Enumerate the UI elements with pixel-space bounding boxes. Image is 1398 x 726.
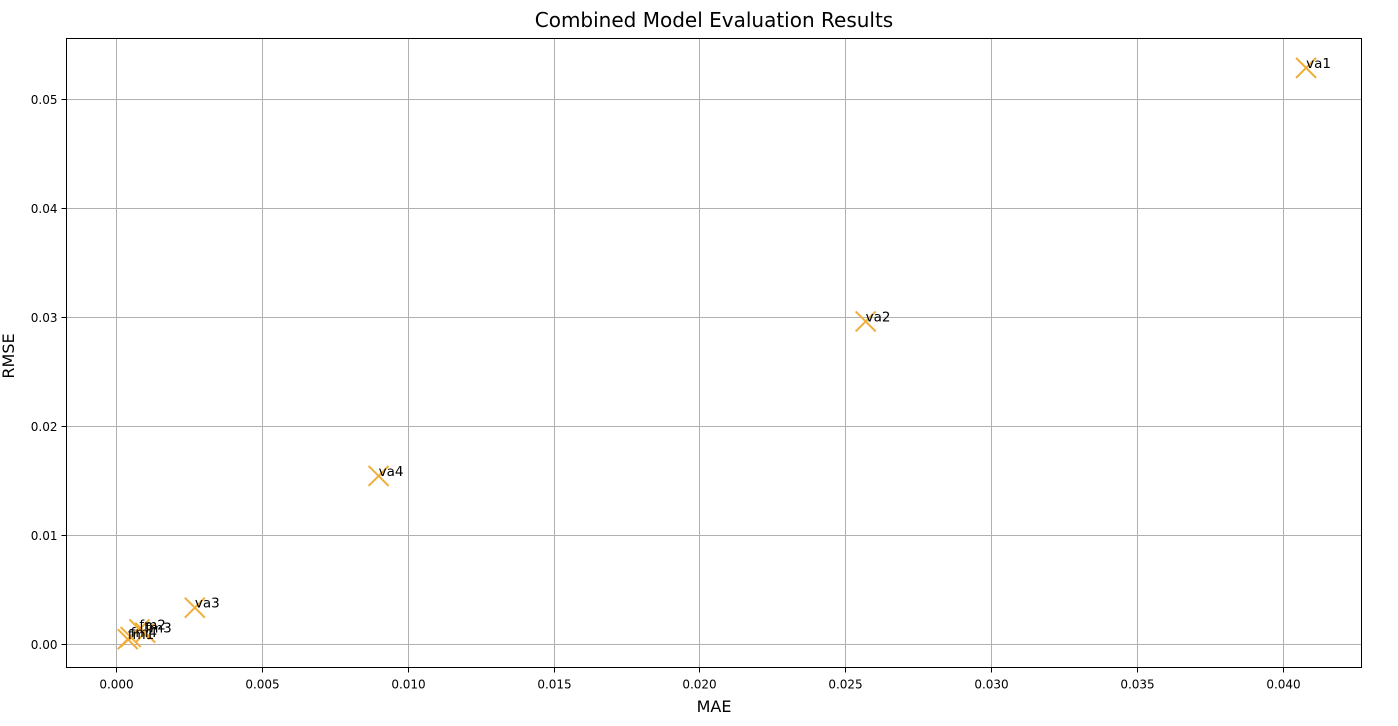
y-tick-label: 0.02 — [31, 420, 58, 434]
point-label-fm3: fm3 — [145, 621, 172, 637]
y-tick-label: 0.00 — [31, 638, 58, 652]
x-tick-label: 0.015 — [537, 678, 571, 692]
point-label-va2: va2 — [866, 309, 891, 325]
point-label-fm2: fm2 — [139, 617, 166, 633]
plot-frame — [66, 38, 1362, 668]
point-label-va1: va1 — [1306, 56, 1331, 72]
y-axis-label: RMSE — [0, 333, 18, 378]
x-axis-ticks: 0.000 0.005 0.010 0.015 0.020 0.025 0.030 0.035… — [99, 667, 1301, 692]
x-tick-label: 0.020 — [682, 678, 716, 692]
grid-lines — [66, 38, 1362, 668]
point-fm3 — [134, 621, 156, 644]
x-tick-label: 0.000 — [99, 678, 133, 692]
point-label-fm1: fm1 — [128, 627, 155, 643]
y-tick-label: 0.04 — [31, 202, 58, 216]
point-va3 — [184, 596, 206, 619]
y-tick-label: 0.03 — [31, 311, 58, 325]
x-axis-label: MAE — [697, 697, 732, 716]
chart-title: Combined Model Evaluation Results — [535, 8, 893, 32]
point-va2 — [854, 310, 877, 333]
data-points — [117, 57, 1317, 650]
x-tick-label: 0.005 — [245, 678, 279, 692]
point-fm1 — [117, 628, 139, 650]
y-axis-ticks: 0.00 0.01 0.02 0.03 0.04 0.05 — [31, 93, 67, 652]
x-tick-label: 0.025 — [828, 678, 862, 692]
point-va4 — [367, 465, 390, 487]
point-label-va3: va3 — [195, 596, 220, 612]
x-tick-label: 0.035 — [1120, 678, 1154, 692]
x-tick-label: 0.010 — [391, 678, 425, 692]
y-tick-label: 0.05 — [31, 93, 58, 107]
point-label-va4: va4 — [379, 464, 404, 480]
point-va1 — [1295, 57, 1317, 79]
x-tick-label: 0.040 — [1266, 678, 1300, 692]
x-tick-label: 0.030 — [974, 678, 1008, 692]
point-label-fm4: fm4 — [131, 625, 158, 641]
y-tick-label: 0.01 — [31, 529, 58, 543]
